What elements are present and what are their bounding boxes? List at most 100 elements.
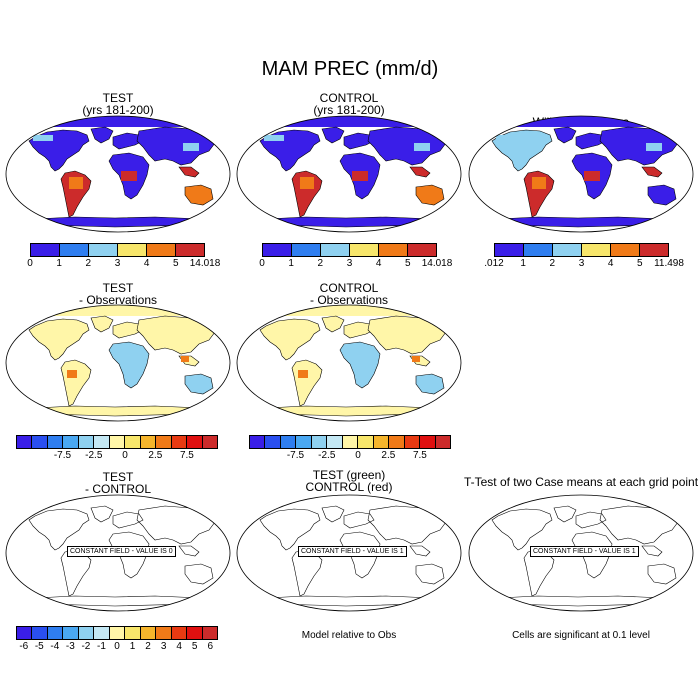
north-america bbox=[259, 318, 321, 361]
asia bbox=[136, 126, 216, 166]
south-america bbox=[291, 170, 323, 218]
colorbar-swatch bbox=[176, 244, 204, 256]
seasia-anomaly bbox=[412, 356, 420, 362]
map-border bbox=[236, 494, 462, 612]
colorbar-tick-label: 5 bbox=[191, 641, 198, 652]
map-border bbox=[468, 494, 694, 612]
coastline-asia bbox=[367, 505, 447, 545]
arctic-band bbox=[6, 305, 230, 316]
south-america bbox=[523, 170, 555, 218]
control-obs-colorbar-labels: -7.5 -2.5 0 2.5 7.5 bbox=[249, 450, 451, 462]
coastline-seasia bbox=[409, 545, 431, 557]
obs-map bbox=[468, 115, 694, 233]
colorbar-tick-label: 1 bbox=[56, 258, 62, 269]
amazon-anomaly bbox=[298, 370, 308, 378]
arctic-band bbox=[237, 116, 461, 127]
coastline-asia bbox=[136, 505, 216, 545]
green-red-constant-label: CONSTANT FIELD - VALUE IS 1 bbox=[298, 546, 407, 557]
arctic-band bbox=[6, 116, 230, 127]
greenland bbox=[90, 126, 114, 144]
control-obs-title-line2: - Observations bbox=[309, 293, 389, 307]
ttest-map bbox=[468, 494, 694, 612]
green-red-panel-title: TEST (green) CONTROL (red) bbox=[236, 469, 462, 493]
colorbar-swatch bbox=[202, 436, 218, 448]
east-asia-light bbox=[414, 143, 430, 151]
coastline-aus bbox=[415, 563, 445, 585]
control-colorbar bbox=[262, 243, 437, 257]
coastline-greenland bbox=[321, 505, 345, 523]
colorbar-tick-label: 1 bbox=[520, 258, 526, 269]
asia bbox=[367, 126, 447, 166]
colorbar-swatch bbox=[327, 436, 343, 448]
colorbar-tick-label: 3 bbox=[114, 258, 121, 269]
coastline-greenland bbox=[553, 505, 577, 523]
coastline-aus bbox=[647, 563, 677, 585]
colorbar-tick-label: 1 bbox=[129, 641, 136, 652]
europe bbox=[112, 321, 144, 339]
colorbar-tick-label: -2.5 bbox=[85, 450, 103, 461]
colorbar-swatch bbox=[263, 244, 292, 256]
green-red-map bbox=[236, 494, 462, 612]
colorbar-swatch bbox=[187, 627, 203, 639]
alaska-light bbox=[496, 135, 516, 141]
colorbar-swatch bbox=[32, 627, 48, 639]
greenland bbox=[321, 315, 345, 333]
colorbar-tick-label: 0 bbox=[259, 258, 265, 269]
europe bbox=[343, 132, 375, 150]
test-obs-panel-title: TEST - Observations bbox=[5, 282, 231, 306]
greenland bbox=[553, 126, 577, 144]
test-title-line2: (yrs 181-200) bbox=[82, 103, 154, 117]
colorbar-tick-label: -3 bbox=[65, 641, 75, 652]
colorbar-tick-label: -7.5 bbox=[286, 450, 305, 461]
colorbar-tick-label: 7.5 bbox=[179, 450, 194, 461]
colorbar-swatch bbox=[140, 627, 157, 639]
test-control-title-line1: TEST bbox=[102, 470, 134, 484]
australia bbox=[184, 184, 214, 206]
colorbar-swatch bbox=[125, 436, 141, 448]
coastline-seasia bbox=[641, 545, 663, 557]
coastline-asia bbox=[599, 505, 679, 545]
test-colorbar-labels: 0 1 2 3 4 5 14.018 bbox=[27, 258, 220, 270]
colorbar-tick-label: 3 bbox=[578, 258, 585, 269]
coastline-na bbox=[259, 508, 321, 551]
colorbar-tick-label: -6 bbox=[19, 641, 29, 652]
ttest-panel-title: T-Test of two Case means at each grid po… bbox=[463, 475, 699, 489]
amazon-anomaly bbox=[67, 370, 77, 378]
colorbar-swatch bbox=[311, 436, 328, 448]
colorbar-swatch bbox=[17, 436, 33, 448]
colorbar-swatch bbox=[125, 627, 141, 639]
australia bbox=[184, 373, 214, 395]
central-africa-wet bbox=[121, 171, 137, 181]
colorbar-tick-label: 14.018 bbox=[189, 258, 221, 269]
africa bbox=[108, 341, 150, 389]
colorbar-swatch bbox=[118, 244, 147, 256]
test-obs-map bbox=[5, 304, 231, 422]
test-obs-title-line1: TEST bbox=[102, 281, 134, 295]
colorbar-swatch bbox=[280, 436, 297, 448]
colorbar-swatch bbox=[78, 627, 95, 639]
south-america bbox=[291, 359, 323, 407]
obs-colorbar bbox=[494, 243, 669, 257]
control-title-line2: (yrs 181-200) bbox=[313, 103, 385, 117]
colorbar-swatch bbox=[63, 627, 79, 639]
coastline-eu bbox=[112, 511, 144, 529]
test-obs-title-line2: - Observations bbox=[78, 293, 158, 307]
asia bbox=[599, 126, 679, 166]
colorbar-swatch bbox=[78, 436, 95, 448]
southeast-asia bbox=[178, 166, 200, 178]
colorbar-tick-label: 7.5 bbox=[412, 450, 427, 461]
ttest-constant-label: CONSTANT FIELD - VALUE IS 1 bbox=[530, 546, 639, 557]
colorbar-tick-label: 2 bbox=[549, 258, 556, 269]
colorbar-tick-label: -2.5 bbox=[318, 450, 336, 461]
southeast-asia bbox=[641, 166, 663, 178]
main-title: MAM PREC (mm/d) bbox=[261, 58, 439, 80]
control-colorbar-labels: 0 1 2 3 4 5 14.018 bbox=[259, 258, 452, 270]
colorbar-tick-label: 2 bbox=[145, 641, 151, 652]
colorbar-tick-label: 0 bbox=[27, 258, 33, 269]
colorbar-swatch bbox=[17, 627, 33, 639]
asia bbox=[136, 315, 216, 355]
colorbar-swatch bbox=[202, 627, 218, 639]
colorbar-swatch bbox=[524, 244, 553, 256]
coastline-seasia bbox=[178, 545, 200, 557]
colorbar-swatch bbox=[94, 627, 110, 639]
